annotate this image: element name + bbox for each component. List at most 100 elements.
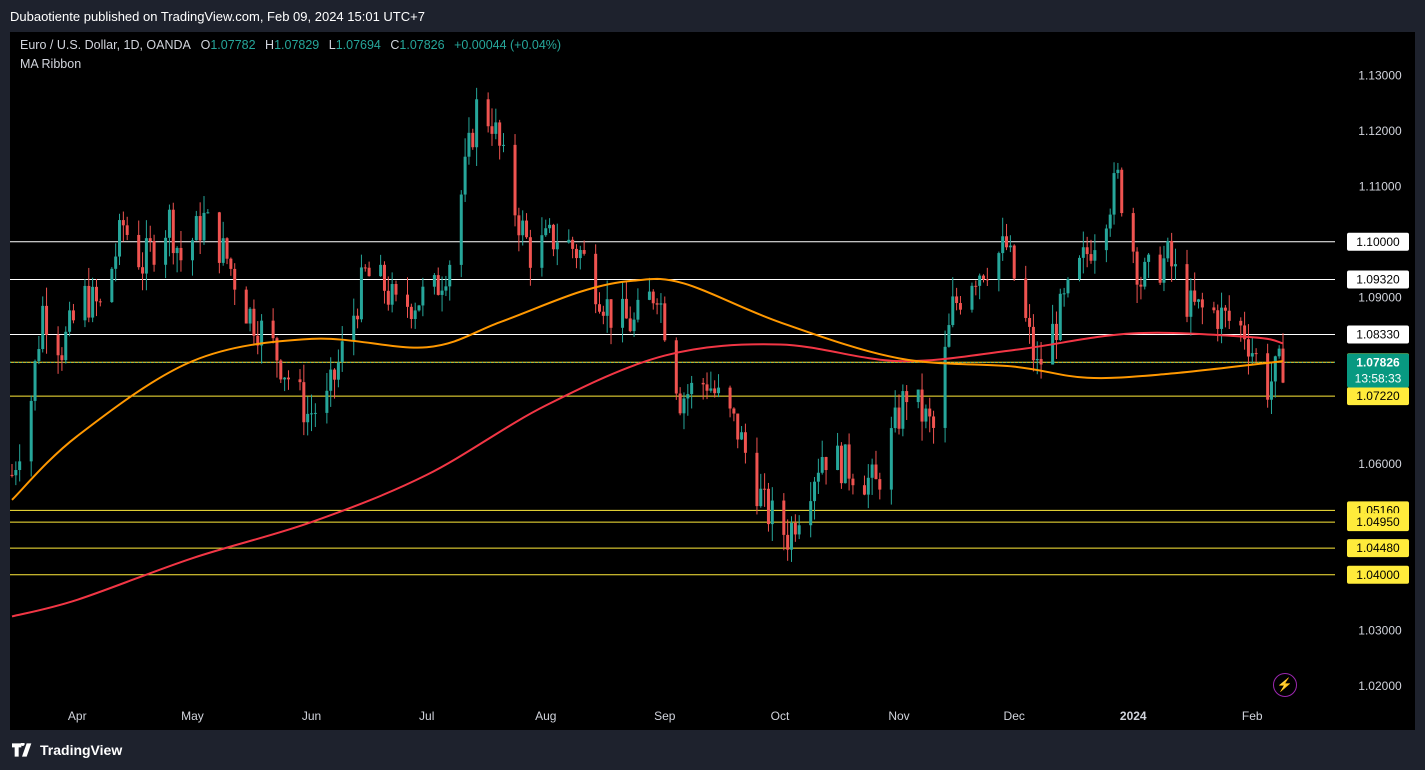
x-tick-label: Apr [68, 709, 87, 723]
last-price-label: 1.07826 [1356, 355, 1400, 369]
candle [87, 267, 91, 323]
candle [1227, 295, 1231, 330]
candle-body [843, 444, 847, 484]
candle-body [498, 122, 502, 146]
candle-body [1035, 358, 1039, 361]
candle-body [924, 408, 928, 422]
candle [152, 234, 156, 272]
candle [528, 229, 532, 286]
candle [1054, 311, 1058, 359]
candle-body [283, 377, 287, 380]
candle-body [1220, 307, 1224, 329]
candle [1062, 287, 1066, 307]
candle-body [528, 237, 532, 268]
level-label-box [1347, 232, 1409, 251]
chart-pane[interactable] [10, 32, 1415, 730]
candle-body [1024, 278, 1028, 318]
candle [1281, 333, 1285, 384]
candle-body [1281, 348, 1285, 383]
candle-body [421, 286, 425, 306]
candle [736, 413, 740, 449]
bolt-icon[interactable]: ⚡ [1273, 673, 1297, 697]
candle [37, 335, 41, 365]
candle-body [1197, 299, 1201, 302]
candle-body [382, 264, 386, 291]
candle-body [459, 194, 463, 265]
candle-body [394, 284, 398, 295]
candle-body [1081, 247, 1085, 258]
candle [68, 301, 72, 337]
candle [901, 384, 905, 437]
candle-body [118, 220, 122, 257]
candle-body [217, 212, 221, 263]
price-axis[interactable]: 1.13000 1.12000 1.11000 1.09000 1.06000 1.030… [1347, 68, 1409, 693]
candle [1031, 314, 1035, 372]
indicator-title[interactable]: MA Ribbon [20, 57, 82, 71]
candle [386, 276, 390, 311]
candle [1085, 236, 1089, 268]
candle [1158, 246, 1162, 285]
candle [647, 277, 651, 301]
candle [782, 493, 786, 551]
candle-body [325, 390, 329, 413]
candle-body [521, 220, 525, 236]
candle [390, 272, 394, 313]
candle [1008, 235, 1012, 253]
legend-row-indicator: MA Ribbon [20, 57, 567, 76]
time-axis[interactable]: Apr May Jun Jul Aug Sep Oct Nov Dec 2024 Feb [68, 709, 1263, 723]
candle [609, 299, 613, 345]
candle [329, 357, 333, 407]
candle-body [198, 216, 202, 241]
candle [690, 375, 694, 409]
candle [943, 330, 947, 443]
level-label: 1.07220 [1356, 389, 1400, 403]
y-tick-label: 1.06000 [1358, 457, 1402, 471]
level-label: 1.04480 [1356, 541, 1400, 555]
candle [594, 244, 598, 314]
level-label-box [1347, 565, 1409, 584]
candle [10, 464, 14, 478]
candle-body [947, 325, 951, 347]
candle-body [279, 360, 283, 380]
tradingview-logo[interactable]: TradingView [12, 742, 122, 758]
candle-body [233, 268, 237, 290]
candle-body [1239, 320, 1243, 326]
candle-body [1158, 254, 1162, 283]
candle-body [1062, 293, 1066, 295]
candle [325, 373, 329, 424]
candle [759, 473, 763, 508]
candle [167, 204, 171, 257]
price-chart[interactable]: 1.13000 1.12000 1.11000 1.09000 1.06000 1.030… [10, 32, 1415, 730]
candle [1104, 224, 1108, 263]
candle [1200, 292, 1204, 325]
candle-body [1166, 240, 1170, 259]
candle-body [878, 479, 882, 490]
candle [1012, 244, 1016, 282]
candle [786, 519, 790, 561]
candle-body [1028, 317, 1032, 327]
candle [809, 482, 813, 538]
candle-body [958, 303, 962, 310]
candle-body [110, 268, 114, 303]
candle [755, 437, 759, 515]
candle-body [463, 156, 467, 195]
candle [202, 196, 206, 245]
candle-body [897, 407, 901, 429]
candle [64, 326, 68, 364]
candle-body [601, 311, 605, 316]
candle [436, 267, 440, 296]
symbol-title[interactable]: Euro / U.S. Dollar, 1D, OANDA [20, 38, 191, 52]
x-tick-label: Jul [419, 709, 434, 723]
candle [636, 288, 640, 323]
candle [233, 263, 237, 306]
candle-body [114, 256, 118, 269]
candle [94, 279, 98, 317]
candle [356, 308, 360, 329]
candle-body [874, 464, 878, 480]
candle [471, 128, 475, 150]
candle [498, 119, 502, 160]
candles [10, 87, 1285, 562]
candle-body [1254, 353, 1258, 355]
candle-body [655, 303, 659, 305]
candle-body [866, 477, 870, 495]
